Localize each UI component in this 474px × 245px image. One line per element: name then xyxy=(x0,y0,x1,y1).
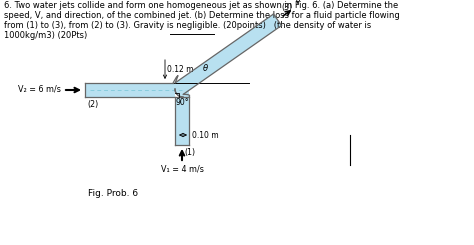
Text: V₂ = 6 m/s: V₂ = 6 m/s xyxy=(18,85,61,94)
Polygon shape xyxy=(175,14,273,83)
Text: Fig. Prob. 6: Fig. Prob. 6 xyxy=(88,189,138,198)
Polygon shape xyxy=(175,14,282,94)
Text: (3): (3) xyxy=(282,3,292,12)
Polygon shape xyxy=(85,83,189,97)
Text: 90°: 90° xyxy=(176,98,190,107)
Text: 6. Two water jets collide and form one homogeneous jet as shown in Fig. 6. (a) D: 6. Two water jets collide and form one h… xyxy=(4,1,398,10)
Text: 1000kg/m3) (20Pts): 1000kg/m3) (20Pts) xyxy=(4,31,87,40)
Text: (1): (1) xyxy=(184,148,195,157)
Text: (2): (2) xyxy=(87,100,98,109)
Text: from (1) to (3), from (2) to (3). Gravity is negligible. (20points)   (the densi: from (1) to (3), from (2) to (3). Gravit… xyxy=(4,21,371,30)
Text: V: V xyxy=(295,0,301,6)
Polygon shape xyxy=(175,83,189,97)
Text: 0.12 m: 0.12 m xyxy=(167,64,193,74)
Text: θ: θ xyxy=(203,64,208,73)
Polygon shape xyxy=(175,83,189,145)
Text: V₁ = 4 m/s: V₁ = 4 m/s xyxy=(161,165,203,174)
Polygon shape xyxy=(175,89,183,97)
Text: 0.10 m: 0.10 m xyxy=(192,131,219,139)
Text: speed, V, and direction, of the combined jet. (b) Determine the loss for a fluid: speed, V, and direction, of the combined… xyxy=(4,11,400,20)
